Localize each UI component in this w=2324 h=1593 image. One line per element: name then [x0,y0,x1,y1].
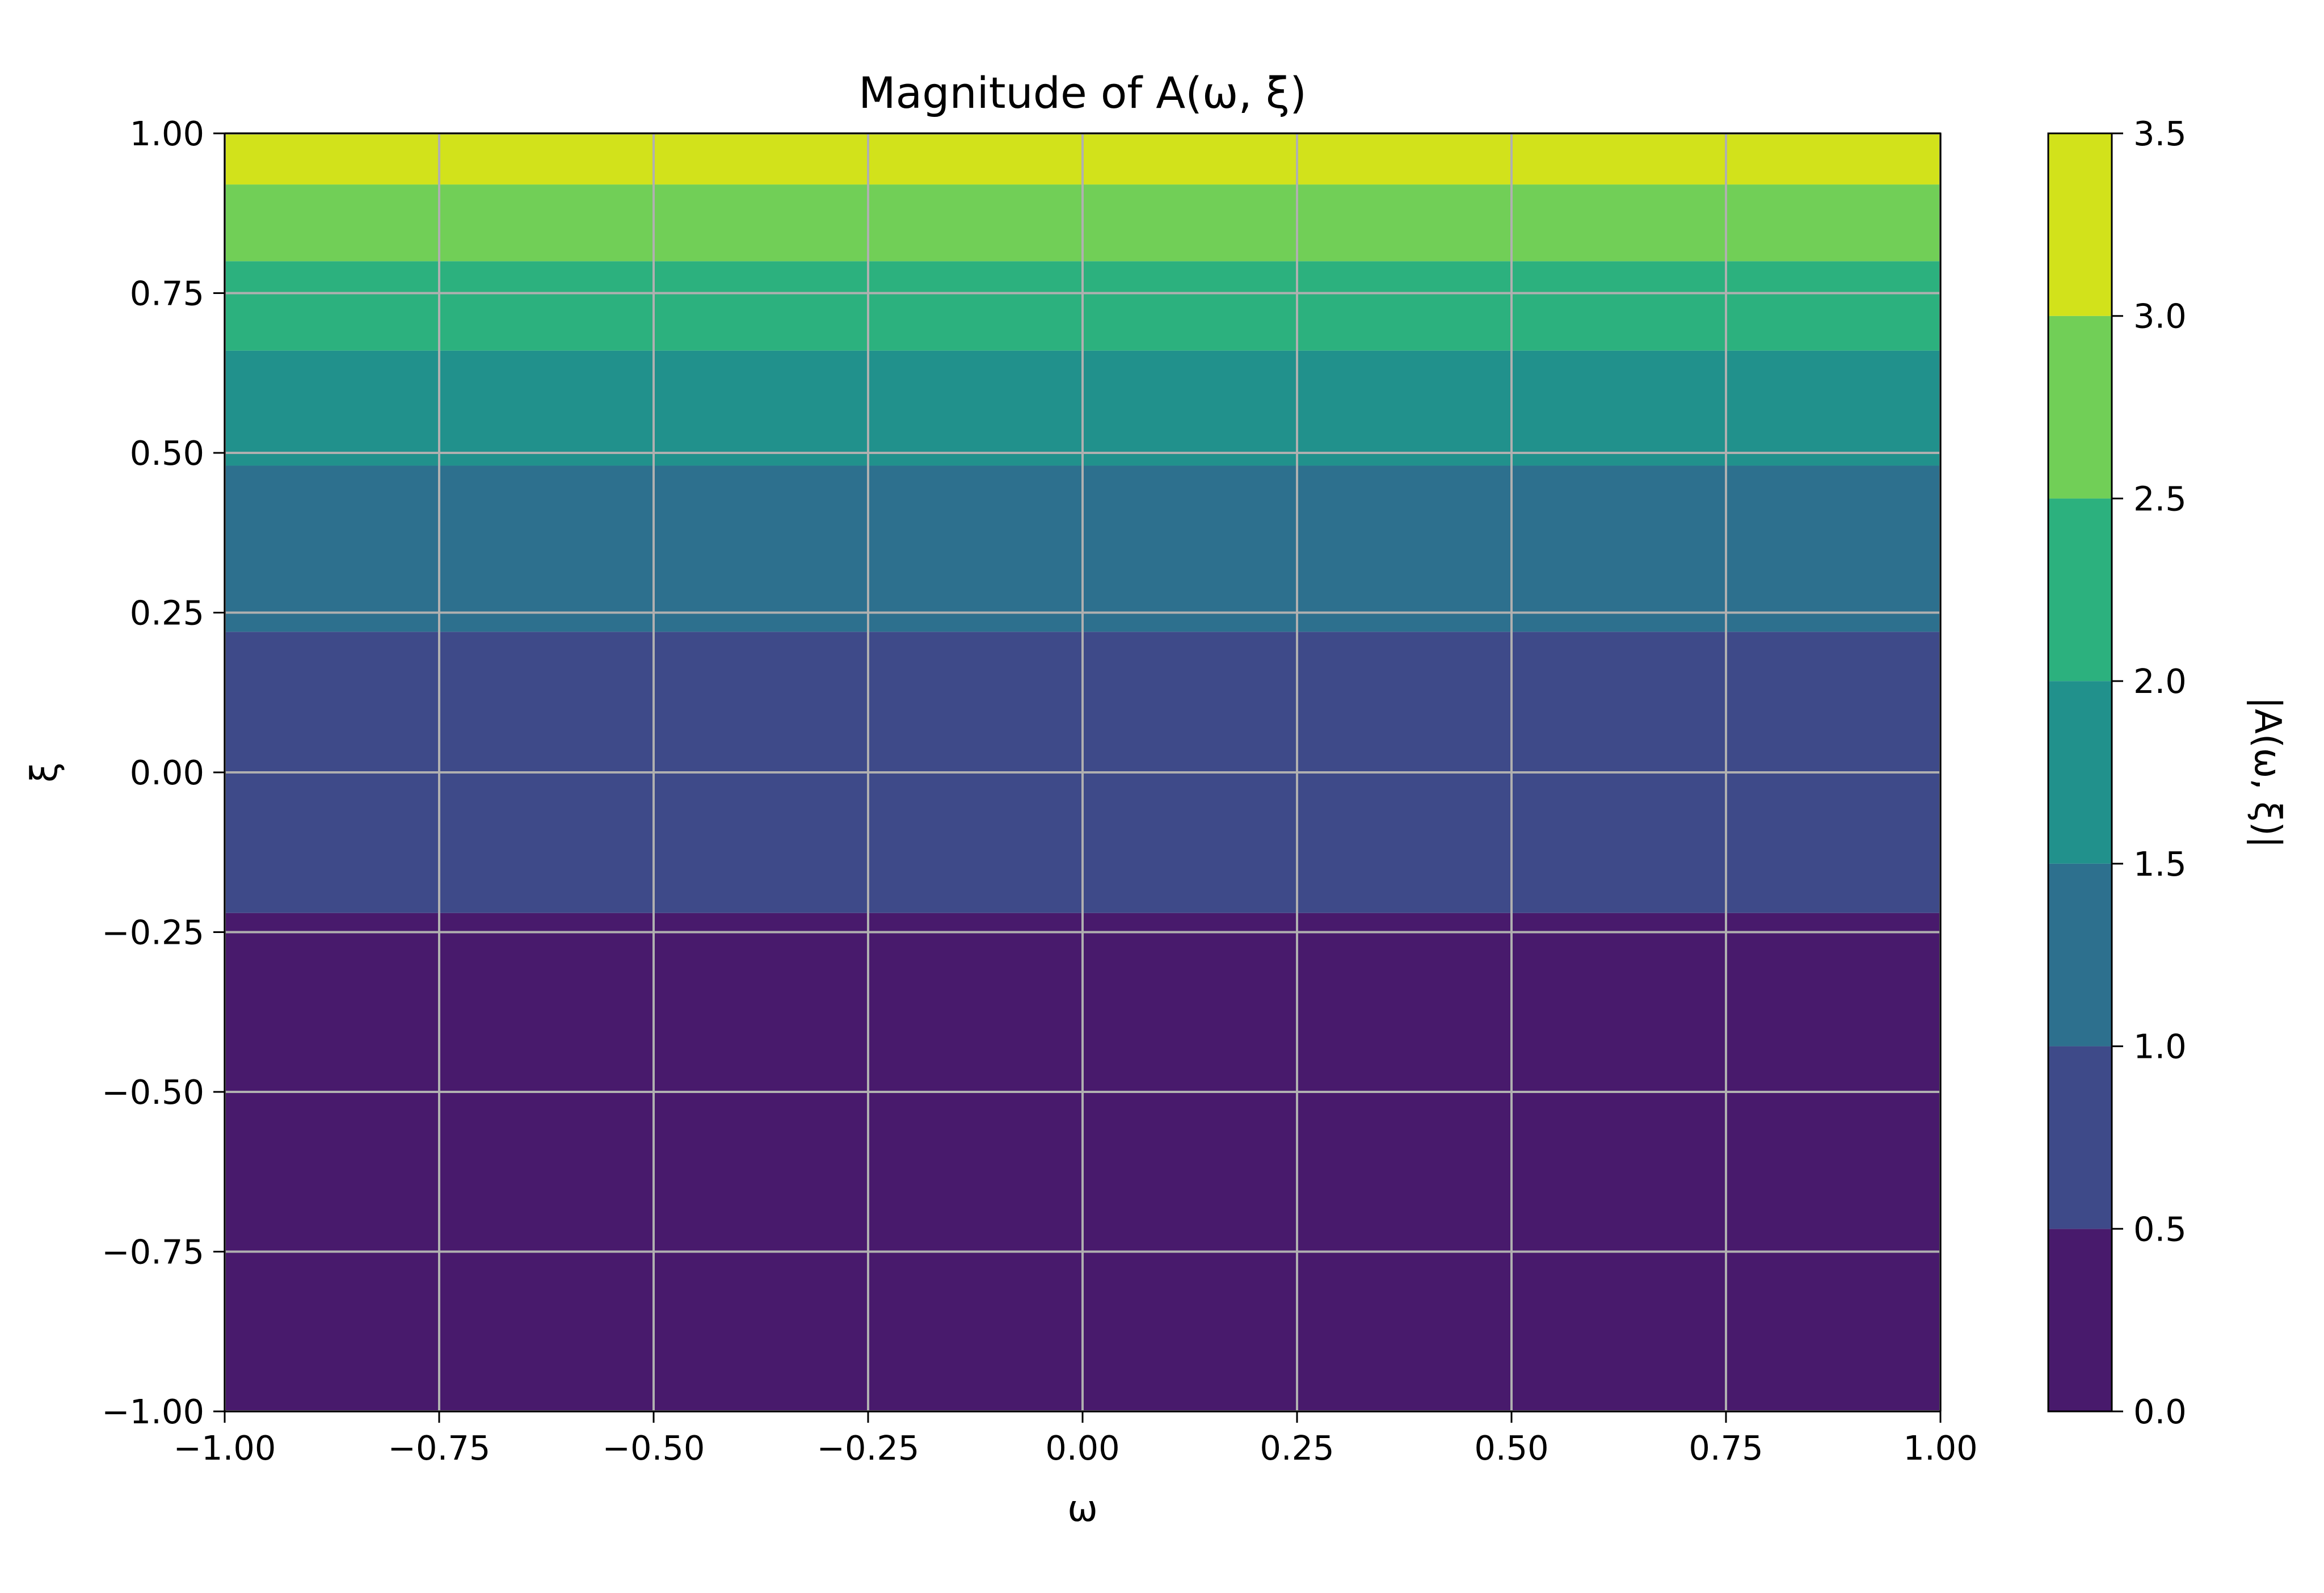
y-tick-label: −0.50 [102,1073,204,1112]
colorbar-tick-label: 0.0 [2133,1392,2187,1431]
colorbar-frame [2047,132,2113,1413]
x-tick-label: 0.75 [1689,1428,1763,1468]
x-tick-label: −0.25 [817,1428,920,1468]
y-tick-label: 0.25 [130,594,204,633]
x-tick-label: −1.00 [174,1428,276,1468]
x-tick-label: −0.50 [603,1428,705,1468]
y-axis-ticks: −1.00 −0.75 −0.50 −0.25 0.00 0.25 0.50 0.75 1.00 [102,114,225,1431]
colorbar-tick-label: 2.0 [2133,662,2187,701]
colorbar-tick-label: 3.5 [2133,114,2187,153]
y-tick-label: −0.25 [102,913,204,952]
colorbar-tick-label: 0.5 [2133,1209,2187,1249]
x-axis-ticks: −1.00 −0.75 −0.50 −0.25 0.00 0.25 0.50 0.75 1.00 [174,1411,1978,1468]
y-tick-label: 0.00 [130,753,204,792]
colorbar-tick-label: 1.0 [2133,1027,2187,1066]
colorbar-swatch [2048,681,2112,864]
y-tick-label: −1.00 [102,1392,204,1431]
colorbar-swatch [2048,1229,2112,1411]
colorbar-label: |A(ω, ξ)| [2246,697,2288,848]
colorbar-ticks: 0.0 0.5 1.0 1.5 2.0 2.5 3.0 3.5 [2112,114,2187,1431]
y-tick-label: 1.00 [130,114,204,153]
colorbar [2048,133,2112,1411]
colorbar-swatch [2048,1046,2112,1229]
colorbar-tick-label: 1.5 [2133,844,2187,884]
colorbar-tick-label: 3.0 [2133,297,2187,336]
y-tick-label: 0.50 [130,434,204,473]
y-tick-label: 0.75 [130,274,204,313]
colorbar-swatch [2048,316,2112,499]
x-axis-label: ω [1067,1488,1098,1530]
colorbar-swatch [2048,498,2112,682]
x-tick-label: 0.00 [1045,1428,1119,1468]
x-tick-label: 0.50 [1474,1428,1548,1468]
y-axis-label: ξ [24,762,66,783]
colorbar-tick-label: 2.5 [2133,479,2187,518]
x-tick-label: 1.00 [1903,1428,1977,1468]
x-tick-label: −0.75 [388,1428,491,1468]
y-tick-label: −0.75 [102,1233,204,1272]
chart-title: Magnitude of A(ω, ξ) [858,68,1307,118]
colorbar-swatch [2048,133,2112,316]
colorbar-swatch [2048,863,2112,1046]
x-tick-label: 0.25 [1260,1428,1334,1468]
